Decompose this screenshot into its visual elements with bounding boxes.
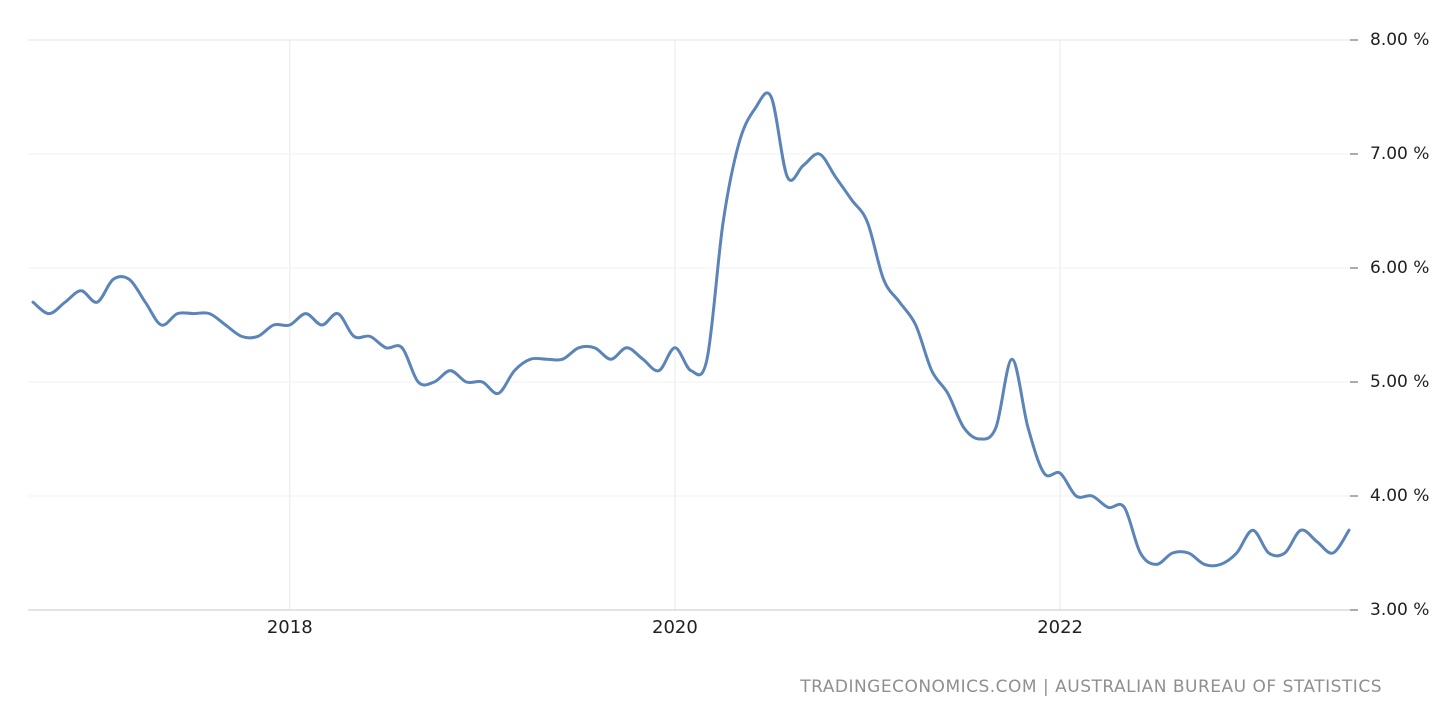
attribution-text: TRADINGECONOMICS.COM | AUSTRALIAN BUREAU… <box>800 677 1382 697</box>
y-axis-tick-label: 5.00 % <box>1370 372 1430 392</box>
y-axis-tick-label: 7.00 % <box>1370 144 1430 164</box>
y-axis-tick-label: 4.00 % <box>1370 486 1430 506</box>
y-axis-tick-label: 6.00 % <box>1370 258 1430 278</box>
x-axis-tick-label: 2022 <box>1037 617 1084 638</box>
x-axis-tick-label: 2020 <box>652 617 698 638</box>
x-axis-tick-label: 2018 <box>266 617 313 638</box>
y-axis-tick-label: 3.00 % <box>1370 600 1430 620</box>
y-axis-tick-label: 8.00 % <box>1370 30 1430 50</box>
data-line <box>31 91 1351 568</box>
